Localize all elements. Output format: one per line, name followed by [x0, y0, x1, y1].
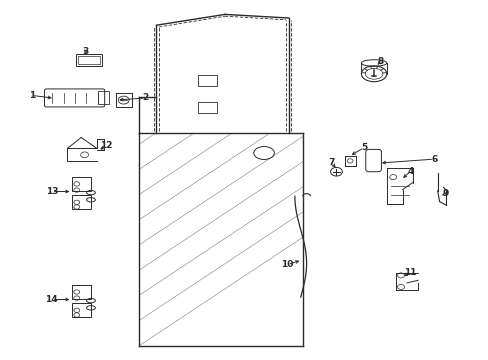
- Text: 5: 5: [361, 143, 366, 152]
- Bar: [75, 54, 102, 66]
- Bar: [72, 195, 91, 209]
- Text: 13: 13: [45, 187, 58, 196]
- Text: 14: 14: [45, 295, 58, 304]
- Text: 10: 10: [281, 260, 293, 269]
- Bar: [72, 303, 91, 317]
- Bar: [78, 56, 100, 64]
- Text: 2: 2: [142, 94, 148, 102]
- Text: 9: 9: [442, 189, 448, 198]
- Text: 4: 4: [407, 166, 413, 175]
- Text: 7: 7: [327, 158, 334, 167]
- Text: 12: 12: [100, 141, 113, 150]
- Bar: [198, 75, 216, 86]
- Bar: [198, 102, 216, 113]
- Bar: [116, 93, 131, 107]
- Bar: [72, 285, 91, 299]
- Text: 1: 1: [29, 91, 35, 100]
- Bar: [72, 177, 91, 191]
- Text: 3: 3: [82, 46, 88, 55]
- Text: 8: 8: [377, 57, 383, 66]
- Bar: [98, 91, 108, 104]
- Text: 11: 11: [403, 269, 415, 277]
- Text: 6: 6: [430, 154, 436, 163]
